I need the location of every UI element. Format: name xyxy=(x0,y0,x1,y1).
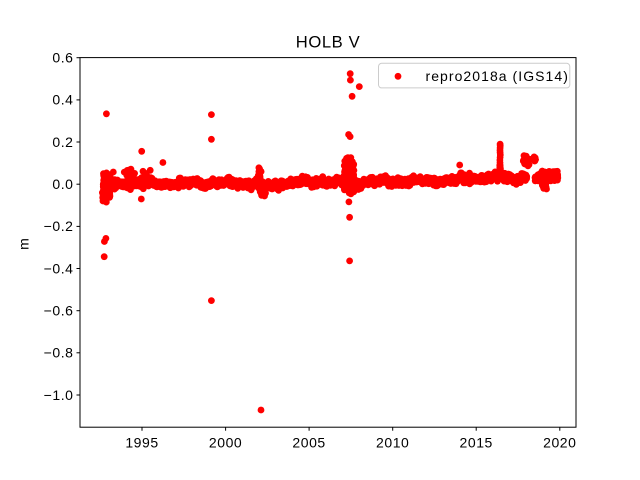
svg-text:−0.4: −0.4 xyxy=(44,260,74,276)
svg-text:2015: 2015 xyxy=(460,435,493,451)
svg-text:−1.0: −1.0 xyxy=(44,387,74,403)
svg-text:0.0: 0.0 xyxy=(52,176,73,192)
svg-text:0.2: 0.2 xyxy=(52,134,73,150)
svg-text:−0.8: −0.8 xyxy=(44,345,74,361)
svg-text:2000: 2000 xyxy=(209,435,242,451)
svg-text:−0.2: −0.2 xyxy=(44,218,74,234)
svg-text:−0.6: −0.6 xyxy=(44,303,74,319)
svg-text:2005: 2005 xyxy=(292,435,325,451)
svg-text:2020: 2020 xyxy=(543,435,576,451)
svg-text:2010: 2010 xyxy=(376,435,409,451)
svg-text:m: m xyxy=(16,238,32,250)
svg-text:0.6: 0.6 xyxy=(52,50,73,66)
svg-text:HOLB V: HOLB V xyxy=(296,33,360,52)
svg-text:0.4: 0.4 xyxy=(52,92,73,108)
svg-text:1995: 1995 xyxy=(125,435,158,451)
svg-text:repro2018a (IGS14): repro2018a (IGS14) xyxy=(426,68,569,84)
